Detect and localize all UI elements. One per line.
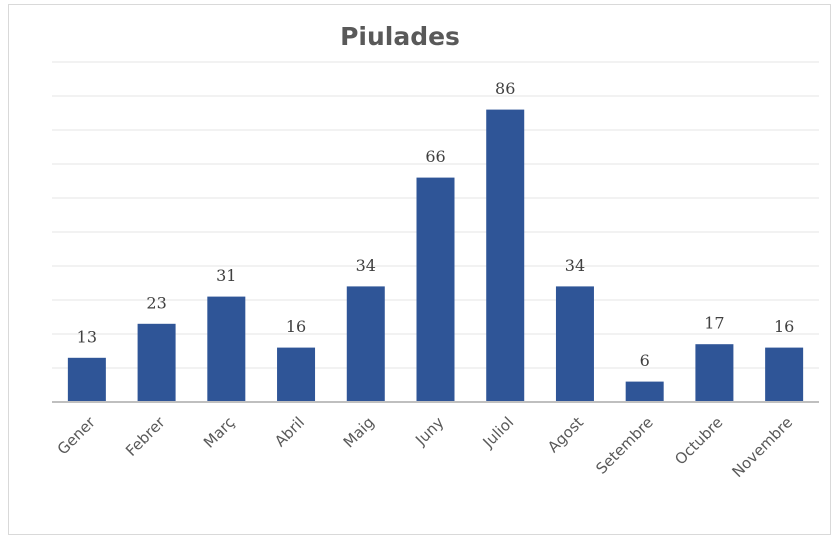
bar	[486, 109, 525, 402]
bar	[416, 177, 455, 402]
chart-title: Piulades	[340, 22, 460, 51]
data-label: 31	[216, 266, 236, 285]
bar	[625, 381, 664, 402]
bar	[277, 347, 316, 402]
data-label: 17	[704, 314, 724, 333]
data-label: 66	[425, 147, 445, 166]
bar	[207, 296, 246, 402]
data-label: 6	[640, 351, 650, 370]
data-label: 23	[146, 293, 166, 312]
bar	[555, 286, 594, 402]
data-label: 86	[495, 79, 515, 98]
data-label: 16	[774, 317, 794, 336]
bar	[765, 347, 804, 402]
bar	[346, 286, 385, 402]
bar	[695, 344, 734, 402]
data-label: 34	[356, 256, 376, 275]
data-label: 34	[565, 256, 585, 275]
data-label: 13	[77, 327, 97, 346]
bar	[67, 357, 106, 402]
bar	[137, 323, 176, 402]
data-label: 16	[286, 317, 306, 336]
